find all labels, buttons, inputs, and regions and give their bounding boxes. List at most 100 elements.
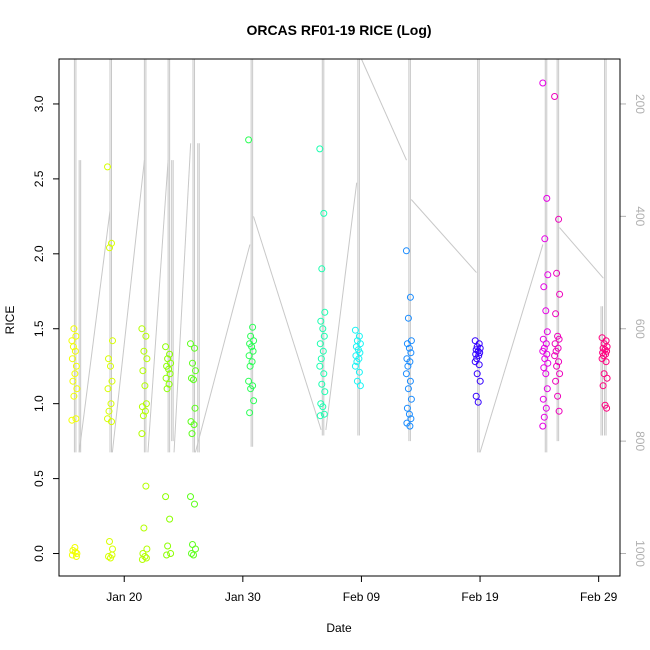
data-point <box>542 370 550 378</box>
data-point <box>404 314 412 322</box>
data-point <box>190 551 197 559</box>
x-tick-label: Jan 20 <box>106 590 142 604</box>
data-point <box>476 377 484 385</box>
data-point <box>603 404 611 412</box>
data-point <box>138 325 146 333</box>
data-point <box>139 367 147 375</box>
data-point <box>540 283 548 291</box>
data-point <box>246 362 254 370</box>
data-point <box>602 350 610 358</box>
data-point <box>249 323 257 331</box>
data-point <box>542 307 550 315</box>
data-point <box>540 364 548 372</box>
transit-line <box>360 58 407 161</box>
data-point <box>472 392 480 400</box>
transit-line <box>479 244 544 453</box>
data-point <box>163 385 171 393</box>
data-point <box>402 370 410 378</box>
data-point <box>191 500 198 508</box>
y2-tick-label: 1000 <box>633 540 647 567</box>
data-point <box>138 430 146 438</box>
data-point <box>68 337 76 345</box>
data-point <box>403 340 411 348</box>
data-point <box>321 308 329 316</box>
data-point <box>599 382 607 390</box>
data-point <box>543 328 551 336</box>
data-point <box>250 397 258 405</box>
data-point <box>108 239 115 247</box>
data-point <box>320 209 328 217</box>
data-point <box>187 493 194 501</box>
data-point <box>105 407 113 415</box>
data-point <box>552 347 560 355</box>
transit-line <box>78 210 111 453</box>
data-point <box>555 215 563 223</box>
data-point <box>192 545 199 553</box>
data-point <box>541 235 549 243</box>
data-point <box>248 358 256 366</box>
data-point <box>319 347 327 355</box>
data-point <box>69 377 77 385</box>
transit-line <box>559 227 604 279</box>
data-point <box>318 380 326 388</box>
data-point <box>553 362 561 370</box>
y-tick-label: 0.5 <box>32 470 46 487</box>
data-point <box>188 430 196 438</box>
data-point <box>162 493 170 501</box>
data-point <box>106 538 113 545</box>
data-point <box>551 93 559 100</box>
data-point <box>142 554 150 562</box>
data-point <box>191 344 198 352</box>
data-point <box>142 482 150 490</box>
data-point <box>68 355 76 363</box>
data-point <box>556 370 564 378</box>
data-point <box>245 352 253 360</box>
transit-line <box>253 216 322 431</box>
x-tick-label: Jan 30 <box>225 590 261 604</box>
transit-line <box>410 199 477 273</box>
data-point <box>555 407 563 415</box>
data-point <box>247 385 255 393</box>
data-point <box>602 358 610 366</box>
data-point <box>109 337 116 345</box>
data-point <box>108 418 115 426</box>
data-point <box>402 247 410 255</box>
data-point <box>187 340 194 348</box>
data-point <box>70 392 78 400</box>
y-tick-label: 3.0 <box>32 95 46 112</box>
data-point <box>540 413 548 421</box>
y2-tick-label: 400 <box>633 206 647 226</box>
data-point <box>542 340 550 348</box>
data-point <box>320 410 328 418</box>
data-point <box>317 317 325 325</box>
data-point <box>317 355 325 363</box>
data-point <box>162 343 170 351</box>
plot-frame <box>58 58 621 577</box>
data-point <box>191 404 199 412</box>
data-point <box>319 325 327 333</box>
data-point <box>245 136 253 144</box>
data-point <box>316 412 324 420</box>
data-point <box>105 553 112 560</box>
data-point <box>552 310 560 318</box>
data-point <box>249 347 257 355</box>
transit-line <box>111 160 145 453</box>
data-point <box>543 194 551 202</box>
data-point <box>143 545 151 553</box>
data-point <box>406 293 414 301</box>
data-point <box>404 362 412 370</box>
data-point <box>107 400 115 408</box>
transit-line <box>147 160 169 453</box>
data-point <box>245 377 253 385</box>
data-point <box>542 404 550 412</box>
y2-tick-label: 800 <box>633 431 647 451</box>
data-point <box>190 376 197 384</box>
data-point <box>355 332 363 340</box>
data-point <box>192 367 199 375</box>
data-point <box>405 410 413 418</box>
data-point <box>543 350 551 358</box>
data-point <box>72 415 80 423</box>
data-point <box>71 370 79 378</box>
data-point <box>320 370 328 378</box>
